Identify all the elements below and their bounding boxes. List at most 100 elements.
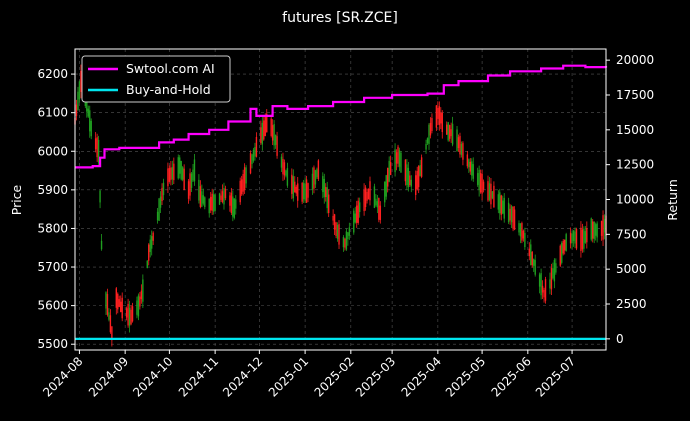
candle-body xyxy=(502,200,504,214)
candle-body xyxy=(198,179,200,201)
candle-body xyxy=(531,251,533,266)
candle-body xyxy=(224,188,227,199)
candle-body xyxy=(220,195,222,200)
candle-body xyxy=(575,229,578,249)
candle-body xyxy=(561,242,563,263)
candle-body xyxy=(468,159,470,168)
legend-box xyxy=(81,55,231,103)
candle-body xyxy=(240,179,243,195)
candle-body xyxy=(363,189,365,212)
candle-body xyxy=(451,123,454,145)
candle-body xyxy=(335,222,337,236)
candle-body xyxy=(235,199,237,209)
candle-body xyxy=(419,165,421,176)
candle-body xyxy=(596,223,598,238)
left-y-tick-label: 5900 xyxy=(37,183,68,197)
candle-body xyxy=(394,149,396,173)
series-line-ai xyxy=(75,64,608,169)
candle-body xyxy=(208,198,210,214)
right-y-tick-label: 17500 xyxy=(616,88,654,102)
candle-body xyxy=(404,159,407,182)
candle-body xyxy=(571,233,573,244)
candle-body xyxy=(159,196,162,208)
candle-body xyxy=(111,326,113,341)
candle-body xyxy=(338,224,340,245)
candle-body xyxy=(232,196,234,217)
candle-body xyxy=(297,183,299,201)
candle-body xyxy=(325,187,327,198)
candle-body xyxy=(181,167,184,180)
candle-body xyxy=(158,198,160,221)
candle-body xyxy=(89,110,91,132)
candle-body xyxy=(242,173,244,192)
candlesticks xyxy=(74,64,607,347)
candle-body xyxy=(487,181,489,201)
candle-body xyxy=(152,232,154,241)
candle-body xyxy=(540,273,542,296)
candle-body xyxy=(212,194,215,212)
candle-body xyxy=(493,185,495,208)
candle-body xyxy=(249,153,252,174)
candle-body xyxy=(100,240,103,250)
candle-body xyxy=(478,169,480,191)
candle-body xyxy=(429,122,432,136)
candle-body xyxy=(437,107,439,119)
candle-body xyxy=(229,195,231,206)
candle-body xyxy=(328,194,330,214)
candle-body xyxy=(90,120,92,137)
candle-body xyxy=(513,209,516,230)
candle-body xyxy=(378,198,380,220)
candle-body xyxy=(466,154,469,167)
candle-body xyxy=(161,187,163,202)
candle-body xyxy=(521,223,523,241)
candle-body xyxy=(425,143,427,150)
candle-body xyxy=(136,300,138,315)
candle-body xyxy=(549,279,551,289)
candle-body xyxy=(524,233,526,248)
candle-body xyxy=(544,279,547,301)
candle-body xyxy=(173,163,175,181)
candle-body xyxy=(333,214,336,230)
left-y-axis-label: Price xyxy=(9,184,24,215)
candle-body xyxy=(522,230,525,239)
candle-body xyxy=(239,180,241,203)
candle-body xyxy=(221,191,224,202)
candle-body xyxy=(316,169,318,178)
candle-body xyxy=(600,221,603,236)
candle-body xyxy=(245,167,247,184)
candle-body xyxy=(590,218,592,240)
candle-body xyxy=(348,227,351,236)
candle-body xyxy=(189,173,191,196)
candle-body xyxy=(530,244,532,266)
left-y-tick-label: 5600 xyxy=(37,299,68,313)
candle-body xyxy=(78,81,81,100)
candle-body xyxy=(276,136,278,156)
candle-body xyxy=(538,274,541,287)
left-y-tick-label: 5700 xyxy=(37,260,68,274)
candle-body xyxy=(574,231,576,244)
candle-body xyxy=(120,301,122,313)
candle-body xyxy=(553,260,556,282)
candle-body xyxy=(581,229,584,250)
return-lines xyxy=(75,64,608,340)
candle-body xyxy=(519,223,522,237)
candle-body xyxy=(345,231,348,250)
candle-body xyxy=(305,179,308,203)
candle-body xyxy=(369,181,371,201)
candle-body xyxy=(450,129,452,137)
right-y-tick-label: 0 xyxy=(616,332,624,346)
candle-body xyxy=(137,295,140,317)
candle-body xyxy=(358,202,361,213)
candle-body xyxy=(125,308,128,318)
right-y-axis-label: Return xyxy=(665,179,680,220)
candle-body xyxy=(406,164,408,186)
candle-body xyxy=(302,183,305,200)
candle-body xyxy=(260,127,262,143)
candle-body xyxy=(301,182,303,202)
candle-body xyxy=(146,260,148,269)
candle-body xyxy=(491,191,494,199)
candle-body xyxy=(533,259,535,266)
candle-body xyxy=(75,104,78,116)
candle-body xyxy=(187,181,190,199)
